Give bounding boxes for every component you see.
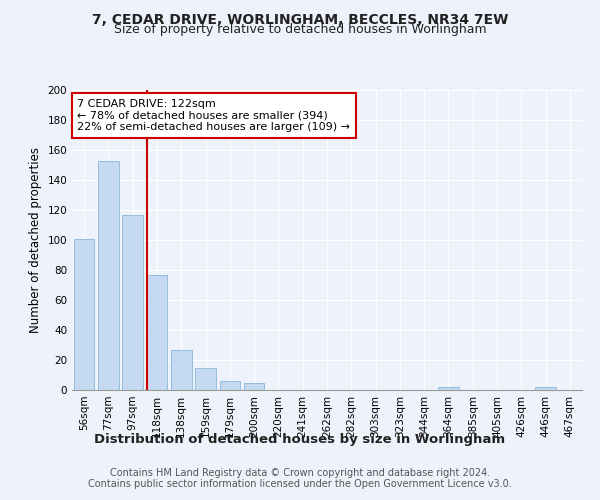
Bar [535, 387, 556, 390]
Bar [220, 381, 240, 390]
Y-axis label: Number of detached properties: Number of detached properties [29, 147, 42, 333]
Bar [122, 214, 143, 390]
Text: 7, CEDAR DRIVE, WORLINGHAM, BECCLES, NR34 7EW: 7, CEDAR DRIVE, WORLINGHAM, BECCLES, NR3… [92, 12, 508, 26]
Text: Distribution of detached houses by size in Worlingham: Distribution of detached houses by size … [94, 432, 506, 446]
Text: Contains HM Land Registry data © Crown copyright and database right 2024.: Contains HM Land Registry data © Crown c… [110, 468, 490, 477]
Text: 7 CEDAR DRIVE: 122sqm
← 78% of detached houses are smaller (394)
22% of semi-det: 7 CEDAR DRIVE: 122sqm ← 78% of detached … [77, 99, 350, 132]
Bar [146, 274, 167, 390]
Bar [195, 368, 216, 390]
Text: Contains public sector information licensed under the Open Government Licence v3: Contains public sector information licen… [88, 479, 512, 489]
Bar [74, 238, 94, 390]
Bar [98, 160, 119, 390]
Bar [438, 387, 459, 390]
Bar [171, 350, 191, 390]
Bar [244, 382, 265, 390]
Text: Size of property relative to detached houses in Worlingham: Size of property relative to detached ho… [113, 24, 487, 36]
